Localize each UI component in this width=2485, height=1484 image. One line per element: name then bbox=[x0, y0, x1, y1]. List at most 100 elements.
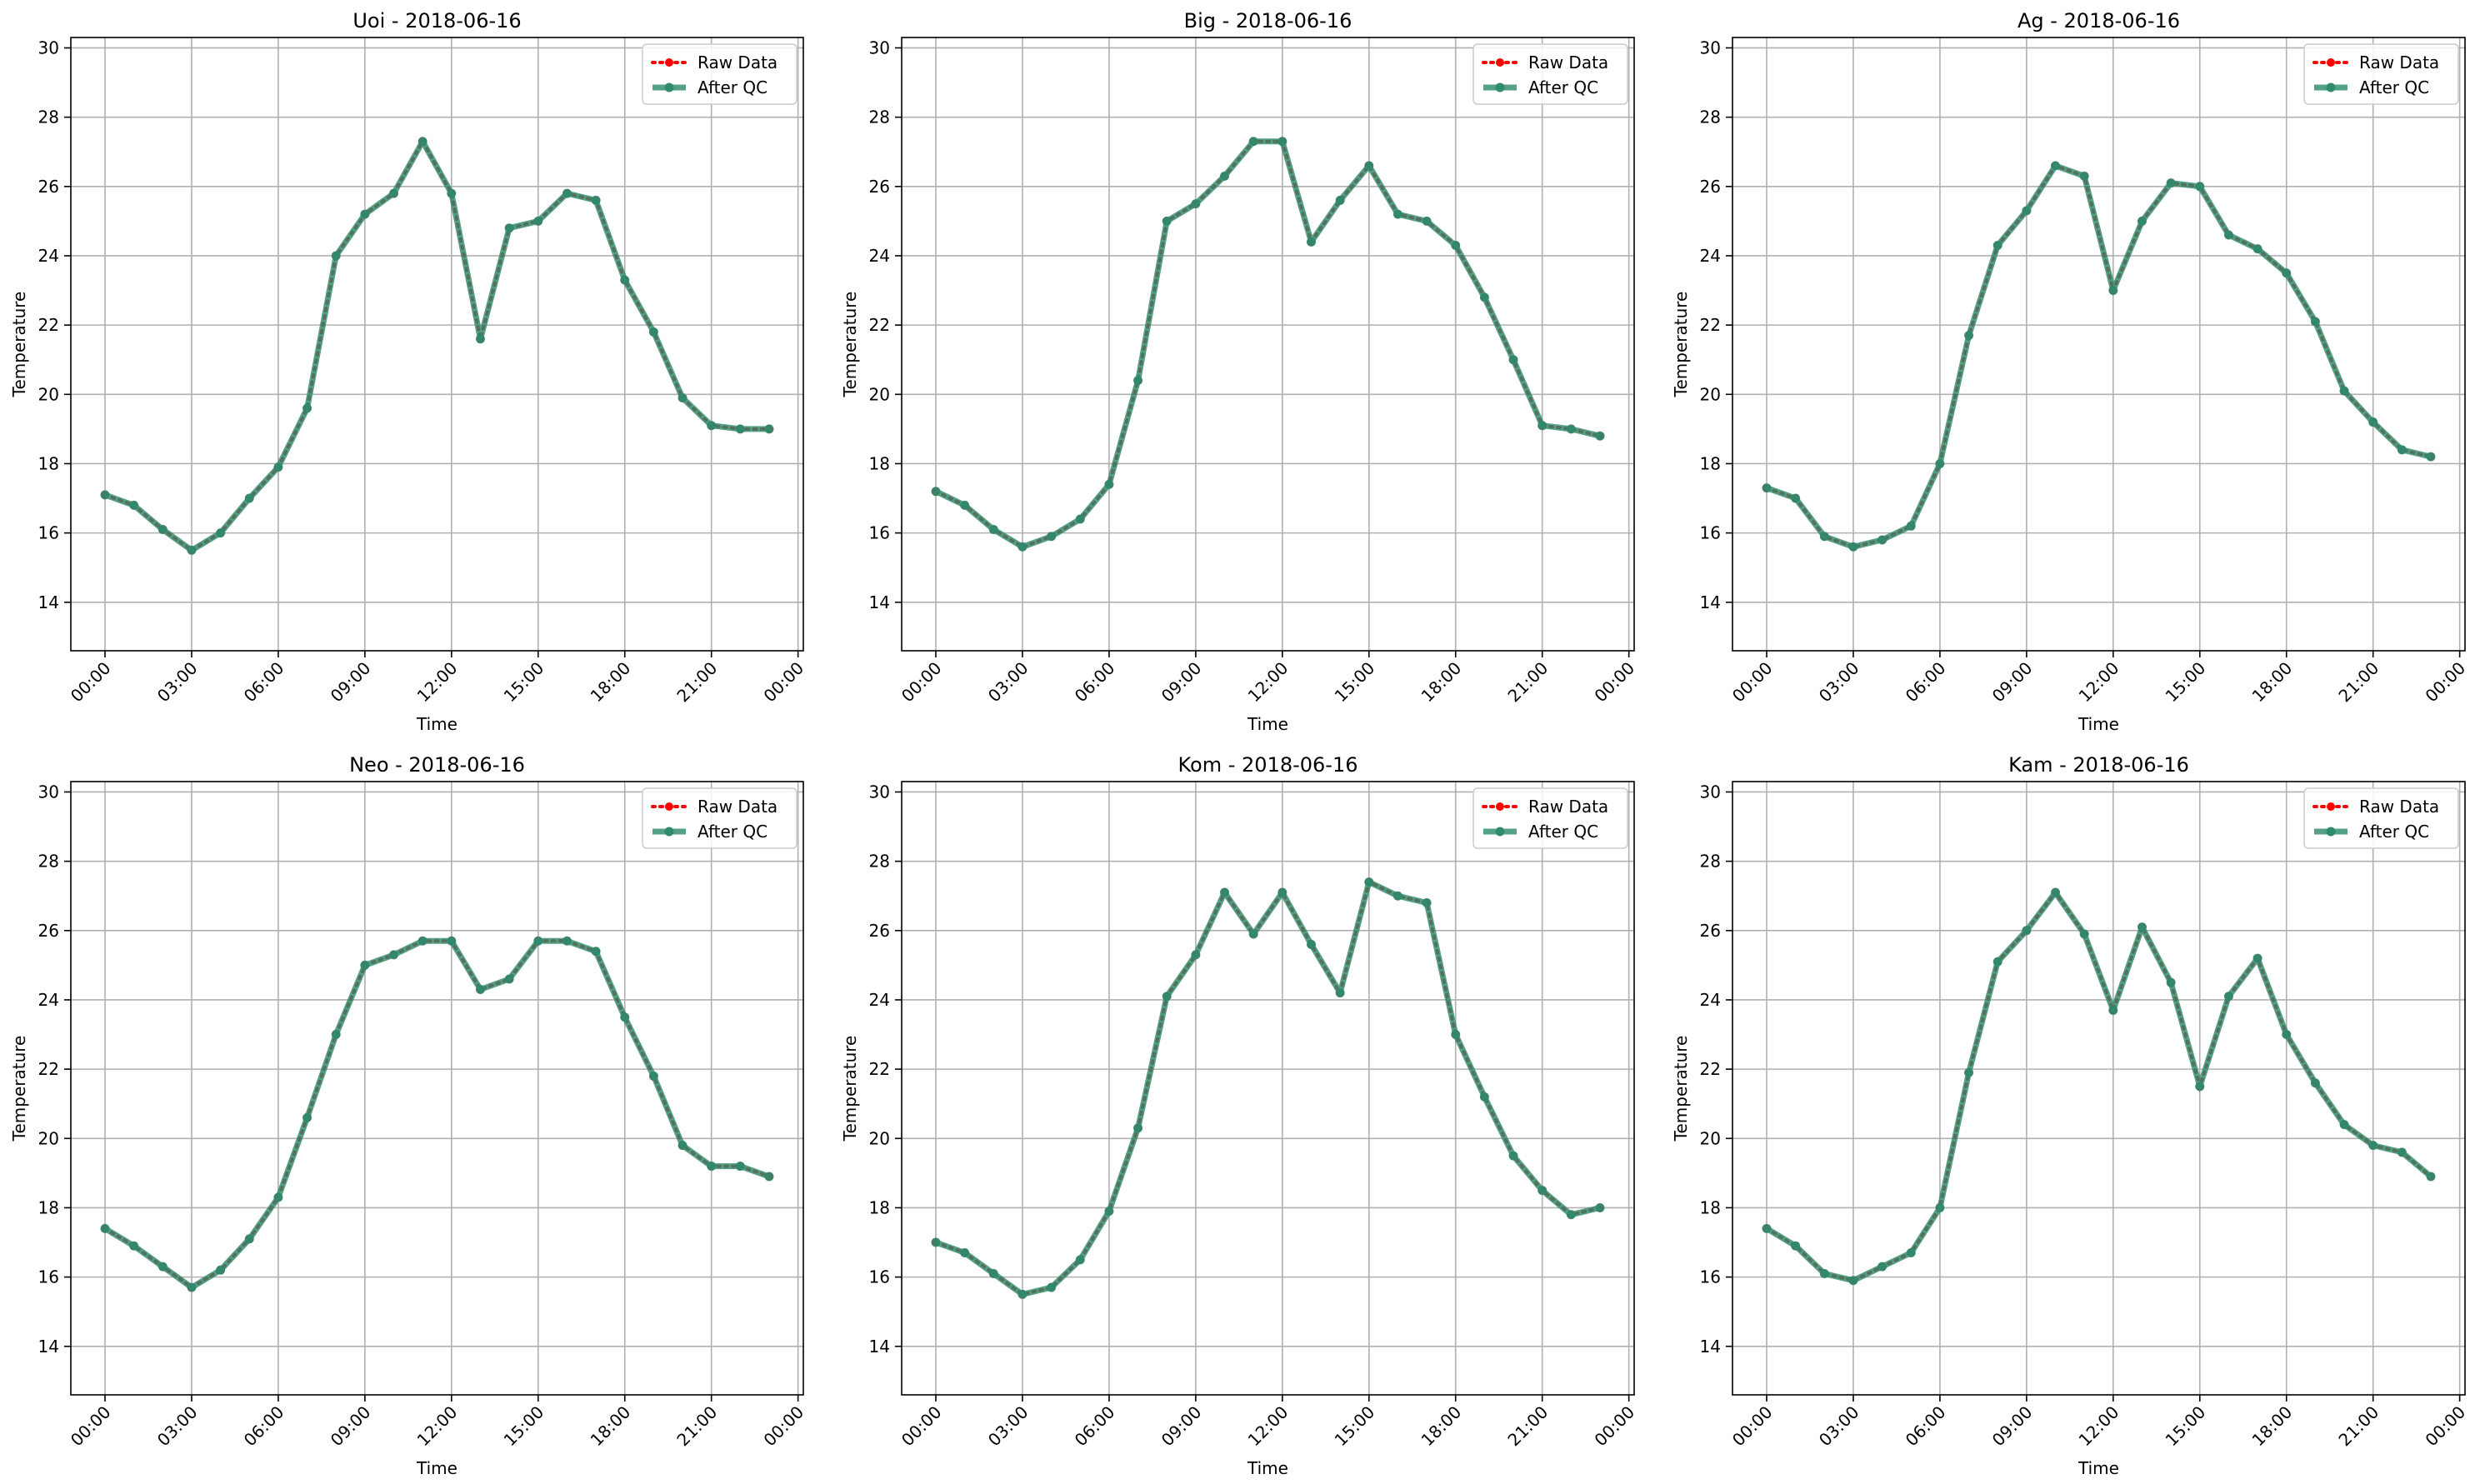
after-qc-point bbox=[1451, 240, 1461, 250]
chart-panel: 14 16 18 20 22 24 26 28 30 00:00 03:00 06:00 09:00 12… bbox=[1671, 9, 2469, 734]
x-tick-label: 09:00 bbox=[327, 658, 375, 707]
x-tick-label: 18:00 bbox=[2248, 1402, 2297, 1451]
x-tick-label: 15:00 bbox=[2162, 658, 2210, 707]
after-qc-point bbox=[707, 1162, 717, 1172]
x-tick-label: 18:00 bbox=[587, 658, 635, 707]
x-tick-label: 18:00 bbox=[1418, 1402, 1466, 1451]
after-qc-point bbox=[2339, 1120, 2349, 1130]
y-axis-label: Temperature bbox=[840, 292, 860, 398]
after-qc-point bbox=[100, 490, 110, 500]
after-qc-line bbox=[934, 879, 1601, 1297]
after-qc-point bbox=[1364, 877, 1374, 887]
after-qc-point bbox=[1508, 1151, 1518, 1161]
y-tick-label: 22 bbox=[869, 315, 890, 335]
y-tick-label: 16 bbox=[38, 523, 59, 543]
y-tick-label: 28 bbox=[38, 107, 59, 127]
x-tick-label: 03:00 bbox=[984, 1402, 1032, 1451]
after-qc-point bbox=[1595, 1202, 1605, 1212]
y-tick-label: 16 bbox=[38, 1267, 59, 1287]
after-qc-point bbox=[244, 1234, 254, 1244]
after-qc-point bbox=[1018, 542, 1028, 552]
y-tick-label: 26 bbox=[1700, 921, 1721, 941]
after-qc-point bbox=[1762, 483, 1772, 493]
after-qc-point bbox=[620, 275, 630, 285]
after-qc-point bbox=[678, 1141, 688, 1151]
after-qc-point bbox=[2339, 386, 2349, 396]
y-tick-label: 14 bbox=[1700, 592, 1721, 612]
y-tick-label: 26 bbox=[869, 177, 890, 197]
after-qc-point bbox=[562, 936, 572, 946]
after-qc-point bbox=[1047, 532, 1057, 542]
y-tick-label: 16 bbox=[1700, 523, 1721, 543]
after-qc-point bbox=[1451, 1030, 1461, 1040]
y-tick-label: 24 bbox=[869, 990, 890, 1010]
after-qc-point bbox=[2051, 161, 2061, 171]
after-qc-point bbox=[1848, 542, 1858, 552]
raw-data-line bbox=[103, 137, 771, 552]
after-qc-point bbox=[2310, 1078, 2320, 1088]
after-qc-line bbox=[1765, 889, 2433, 1284]
y-tick-label: 20 bbox=[869, 1128, 890, 1148]
after-qc-point bbox=[591, 195, 601, 205]
after-qc-point bbox=[1047, 1282, 1057, 1292]
x-tick-label: 00:00 bbox=[1590, 658, 1638, 707]
x-tick-label: 12:00 bbox=[2075, 658, 2123, 707]
y-tick-label: 14 bbox=[869, 1337, 890, 1357]
after-qc-point bbox=[2195, 182, 2205, 192]
legend-raw-marker bbox=[2327, 802, 2335, 811]
raw-data-line bbox=[1765, 889, 2432, 1282]
after-qc-point bbox=[1392, 209, 1402, 219]
after-qc-point bbox=[1335, 988, 1345, 998]
legend-raw-marker bbox=[665, 802, 673, 811]
raw-data-line bbox=[934, 139, 1602, 549]
plot-area-frame bbox=[1732, 781, 2466, 1396]
after-qc-point bbox=[244, 493, 254, 503]
legend-qc-label: After QC bbox=[698, 77, 768, 97]
plot-area-frame bbox=[1732, 37, 2466, 652]
chart-title: Kom - 2018-06-16 bbox=[1178, 753, 1358, 777]
after-qc-point bbox=[533, 216, 543, 226]
after-qc-point bbox=[2252, 244, 2262, 254]
after-qc-point bbox=[187, 1282, 197, 1292]
after-qc-point bbox=[504, 974, 514, 984]
x-tick-label: 12:00 bbox=[413, 1402, 462, 1451]
after-qc-point bbox=[158, 524, 168, 534]
chart-title: Uoi - 2018-06-16 bbox=[352, 9, 521, 32]
after-qc-point bbox=[418, 137, 428, 147]
after-qc-point bbox=[1018, 1289, 1028, 1299]
y-axis-label: Temperature bbox=[9, 292, 29, 398]
after-qc-point bbox=[2137, 216, 2147, 226]
legend-qc-marker bbox=[2326, 82, 2336, 92]
after-qc-point bbox=[960, 500, 970, 510]
after-qc-point bbox=[1791, 1241, 1801, 1251]
x-tick-label: 18:00 bbox=[587, 1402, 635, 1451]
after-qc-point bbox=[129, 1241, 139, 1251]
y-tick-label: 24 bbox=[1700, 246, 1721, 266]
after-qc-line bbox=[103, 937, 771, 1291]
x-tick-label: 12:00 bbox=[413, 658, 462, 707]
chart-title: Ag - 2018-06-16 bbox=[2018, 9, 2180, 32]
legend-qc-marker bbox=[664, 82, 674, 92]
after-qc-point bbox=[1819, 532, 1829, 542]
y-tick-label: 14 bbox=[38, 1337, 59, 1357]
y-tick-label: 14 bbox=[38, 592, 59, 612]
y-tick-label: 16 bbox=[869, 523, 890, 543]
raw-data-line bbox=[934, 879, 1602, 1297]
after-qc-line bbox=[103, 138, 769, 553]
x-tick-label: 06:00 bbox=[1902, 658, 1950, 707]
x-tick-label: 00:00 bbox=[67, 658, 115, 707]
y-axis-label: Temperature bbox=[9, 1036, 29, 1142]
after-qc-point bbox=[1906, 1248, 1916, 1258]
after-qc-point bbox=[1935, 458, 1945, 468]
y-tick-label: 24 bbox=[1700, 990, 1721, 1010]
after-qc-point bbox=[1364, 161, 1374, 171]
after-qc-point bbox=[1819, 1268, 1829, 1278]
x-axis-label: Time bbox=[2078, 714, 2119, 734]
after-qc-point bbox=[1538, 421, 1548, 431]
y-tick-label: 22 bbox=[38, 315, 59, 335]
after-qc-point bbox=[273, 1192, 283, 1202]
y-axis-label: Temperature bbox=[840, 1036, 860, 1142]
x-tick-label: 09:00 bbox=[1158, 1402, 1206, 1451]
after-qc-point bbox=[302, 403, 312, 413]
x-tick-label: 15:00 bbox=[1331, 1402, 1379, 1451]
